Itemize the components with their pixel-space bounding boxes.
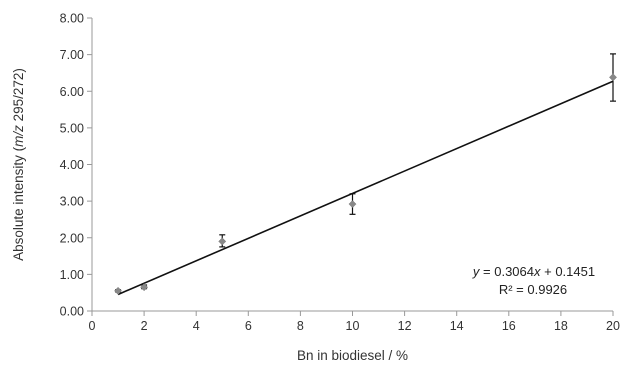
data-point bbox=[609, 73, 617, 82]
y-tick-label: 3.00 bbox=[60, 195, 84, 209]
y-axis-label-mz: m/z bbox=[11, 125, 26, 147]
x-tick-label: 16 bbox=[502, 319, 516, 333]
x-axis-label: Bn in biodiesel / % bbox=[297, 348, 408, 363]
r-squared-label: R² = 0.9926 bbox=[499, 282, 567, 297]
x-tick-label: 20 bbox=[606, 319, 620, 333]
y-tick-label: 5.00 bbox=[60, 121, 84, 135]
trendline bbox=[117, 80, 614, 296]
y-axis-label: Absolute intensity (m/z 295/272) bbox=[11, 68, 26, 261]
x-tick-label: 12 bbox=[398, 319, 412, 333]
data-point bbox=[348, 200, 357, 209]
x-tick-label: 8 bbox=[297, 319, 304, 333]
y-ticks: 0.00 1.00 2.00 3.00 4.00 5.00 6.00 7.00 8.00 bbox=[60, 12, 92, 319]
trendline-equation: y = 0.3064x + 0.1451 bbox=[472, 264, 595, 279]
equation-intercept: + 0.1451 bbox=[541, 264, 596, 279]
x-tick-label: 2 bbox=[141, 319, 148, 333]
x-tick-label: 14 bbox=[450, 319, 464, 333]
y-tick-label: 4.00 bbox=[60, 158, 84, 172]
y-tick-label: 8.00 bbox=[60, 12, 84, 26]
data-point bbox=[140, 283, 149, 292]
y-tick-label: 1.00 bbox=[60, 268, 84, 282]
data-point bbox=[114, 286, 123, 295]
x-ticks: 0 2 4 6 8 10 12 14 16 18 20 bbox=[89, 311, 620, 333]
y-tick-label: 6.00 bbox=[60, 85, 84, 99]
y-axis-label-prefix: Absolute intensity ( bbox=[11, 146, 26, 261]
equation-y-var: y bbox=[472, 264, 481, 279]
y-axis-label-suffix: 295/272) bbox=[11, 68, 26, 125]
x-tick-label: 10 bbox=[346, 319, 360, 333]
data-points bbox=[114, 53, 617, 295]
y-tick-label: 0.00 bbox=[60, 305, 84, 319]
y-tick-label: 7.00 bbox=[60, 48, 84, 62]
x-tick-label: 18 bbox=[554, 319, 568, 333]
trendline-group bbox=[117, 80, 614, 296]
equation-x-var: x bbox=[533, 264, 541, 279]
x-tick-label: 0 bbox=[89, 319, 96, 333]
y-tick-label: 2.00 bbox=[60, 231, 84, 245]
x-tick-label: 4 bbox=[193, 319, 200, 333]
data-point bbox=[218, 237, 227, 246]
x-tick-label: 6 bbox=[245, 319, 252, 333]
equation-slope: = 0.3064 bbox=[479, 264, 534, 279]
